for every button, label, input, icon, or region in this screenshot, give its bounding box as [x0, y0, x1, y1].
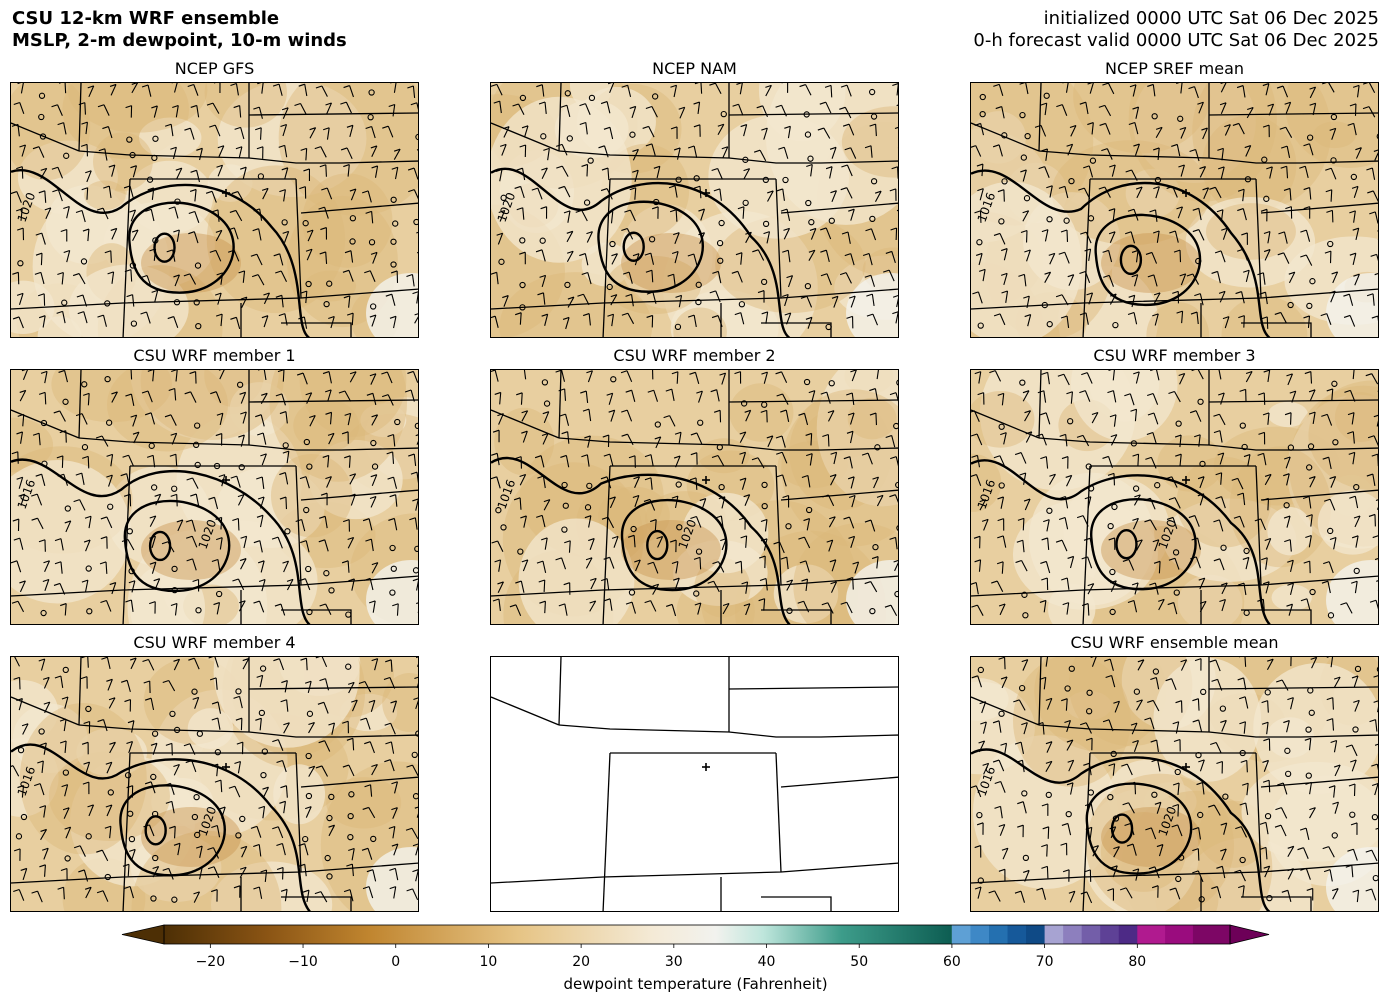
- colorbar-tick-label: 10: [479, 954, 498, 970]
- station-marker-icon: [702, 763, 710, 771]
- colorbar-segment: [1063, 925, 1083, 944]
- station-marker-icon: [222, 476, 230, 484]
- map-canvas: [491, 657, 898, 911]
- colorbar-tick-label: 40: [757, 954, 776, 970]
- map-panel: [490, 656, 899, 912]
- station-marker-icon: [222, 189, 230, 197]
- figure-time-info: initialized 0000 UTC Sat 06 Dec 2025 0-h…: [973, 8, 1379, 52]
- colorbar-segment: [988, 925, 1009, 944]
- station-marker-icon: [702, 476, 710, 484]
- colorbar-segment: [1137, 925, 1166, 944]
- colorbar-tick-label: 20: [572, 954, 591, 970]
- figure-title: CSU 12-km WRF ensemble MSLP, 2-m dewpoin…: [12, 8, 347, 52]
- colorbar-segment: [1192, 925, 1231, 944]
- colorbar-tick-label: 80: [1128, 954, 1147, 970]
- colorbar-segment: [1026, 925, 1046, 944]
- map-panel: 1016 1020: [10, 656, 419, 912]
- colorbar-tick-label: 50: [850, 954, 869, 970]
- colorbar-tick-label: 0: [391, 954, 401, 970]
- colorbar-segment: [1044, 925, 1064, 944]
- colorbar-segment: [1100, 925, 1120, 944]
- map-panel: 1016 1020: [970, 656, 1379, 912]
- map-canvas: 1020: [11, 83, 418, 337]
- panel-title: CSU WRF member 2: [613, 346, 776, 365]
- colorbar-label: dewpoint temperature (Fahrenheit): [563, 975, 828, 993]
- station-marker-icon: [1182, 763, 1190, 771]
- map-panel: 1020: [490, 82, 899, 338]
- panel-title: NCEP GFS: [174, 59, 255, 78]
- figure-title-line1: CSU 12-km WRF ensemble: [12, 8, 280, 29]
- panel-title: CSU WRF member 1: [133, 346, 296, 365]
- map-panel: 1020: [10, 82, 419, 338]
- colorbar-segment: [1118, 925, 1138, 944]
- panel-title: CSU WRF member 3: [1093, 346, 1256, 365]
- panel-title: CSU WRF member 4: [133, 633, 296, 652]
- panel-title: NCEP NAM: [652, 59, 737, 78]
- panel-title: NCEP SREF mean: [1104, 59, 1245, 78]
- colorbar-max-arrow-icon: [1229, 924, 1270, 945]
- colorbar-tick-label: −10: [288, 954, 318, 970]
- station-marker-icon: [1182, 189, 1190, 197]
- station-marker-icon: [222, 763, 230, 771]
- colorbar-segment: [951, 925, 971, 944]
- map-panel: 1016 1020: [490, 369, 899, 625]
- colorbar-tick-label: 70: [1035, 954, 1054, 970]
- map-panel: 1016: [970, 82, 1379, 338]
- valid-time: 0-h forecast valid 0000 UTC Sat 06 Dec 2…: [973, 30, 1379, 51]
- station-marker-icon: [702, 189, 710, 197]
- colorbar-tick-label: −20: [195, 954, 226, 970]
- panel-title: CSU WRF ensemble mean: [1070, 633, 1279, 652]
- map-canvas: 1016: [971, 83, 1378, 337]
- colorbar-tick-label: 60: [942, 954, 961, 970]
- map-panel: 1016 1020: [10, 369, 419, 625]
- colorbar-gradient: [164, 925, 952, 944]
- station-marker-icon: [1182, 476, 1190, 484]
- colorbar-segment: [970, 925, 990, 944]
- map-panel: 1016 1020: [970, 369, 1379, 625]
- figure-title-line2: MSLP, 2-m dewpoint, 10-m winds: [12, 30, 347, 51]
- colorbar-segment: [1165, 925, 1194, 944]
- colorbar-tick-label: 30: [664, 954, 683, 970]
- init-time: initialized 0000 UTC Sat 06 Dec 2025: [1043, 8, 1379, 29]
- colorbar-segment: [1007, 925, 1027, 944]
- colorbar-min-arrow-icon: [121, 924, 165, 945]
- map-canvas: 1020: [491, 83, 898, 337]
- colorbar-frame: [163, 924, 1231, 945]
- colorbar-segment: [1081, 925, 1101, 944]
